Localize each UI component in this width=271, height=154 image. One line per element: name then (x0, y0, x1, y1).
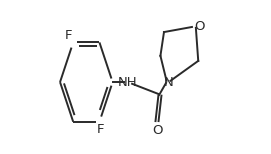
Text: O: O (195, 20, 205, 33)
Text: O: O (152, 124, 162, 138)
Text: F: F (96, 123, 104, 136)
Text: N: N (164, 76, 173, 89)
Text: F: F (65, 29, 72, 42)
Text: NH: NH (118, 76, 138, 89)
